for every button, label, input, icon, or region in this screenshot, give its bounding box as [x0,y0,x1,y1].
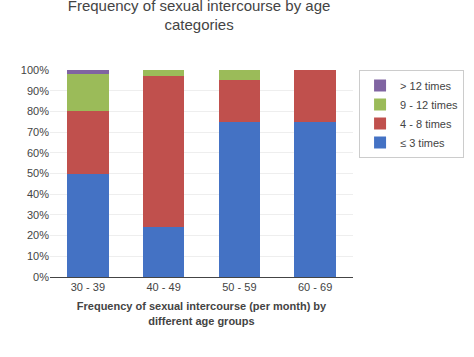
svg-text:50%: 50% [27,167,49,179]
svg-text:20%: 20% [27,229,49,241]
svg-text:60 - 69: 60 - 69 [298,281,332,293]
svg-text:4 - 8 times: 4 - 8 times [400,118,452,130]
svg-text:0%: 0% [33,271,49,283]
svg-text:50 - 59: 50 - 59 [222,281,256,293]
svg-text:> 12 times: > 12 times [400,80,452,92]
svg-text:100%: 100% [21,64,49,76]
svg-text:30%: 30% [27,209,49,221]
svg-text:60%: 60% [27,147,49,159]
svg-text:9 - 12 times: 9 - 12 times [400,99,458,111]
svg-text:70%: 70% [27,126,49,138]
svg-text:10%: 10% [27,250,49,262]
svg-text:≤ 3 times: ≤ 3 times [400,137,445,149]
svg-text:Frequency of sexual intercours: Frequency of sexual intercourse (per mon… [77,300,327,326]
svg-text:30 - 39: 30 - 39 [71,281,105,293]
svg-text:40 - 49: 40 - 49 [147,281,181,293]
svg-text:80%: 80% [27,105,49,117]
svg-text:90%: 90% [27,85,49,97]
svg-text:40%: 40% [27,188,49,200]
svg-text:Frequency of sexual intercours: Frequency of sexual intercourse by ageca… [68,0,331,33]
